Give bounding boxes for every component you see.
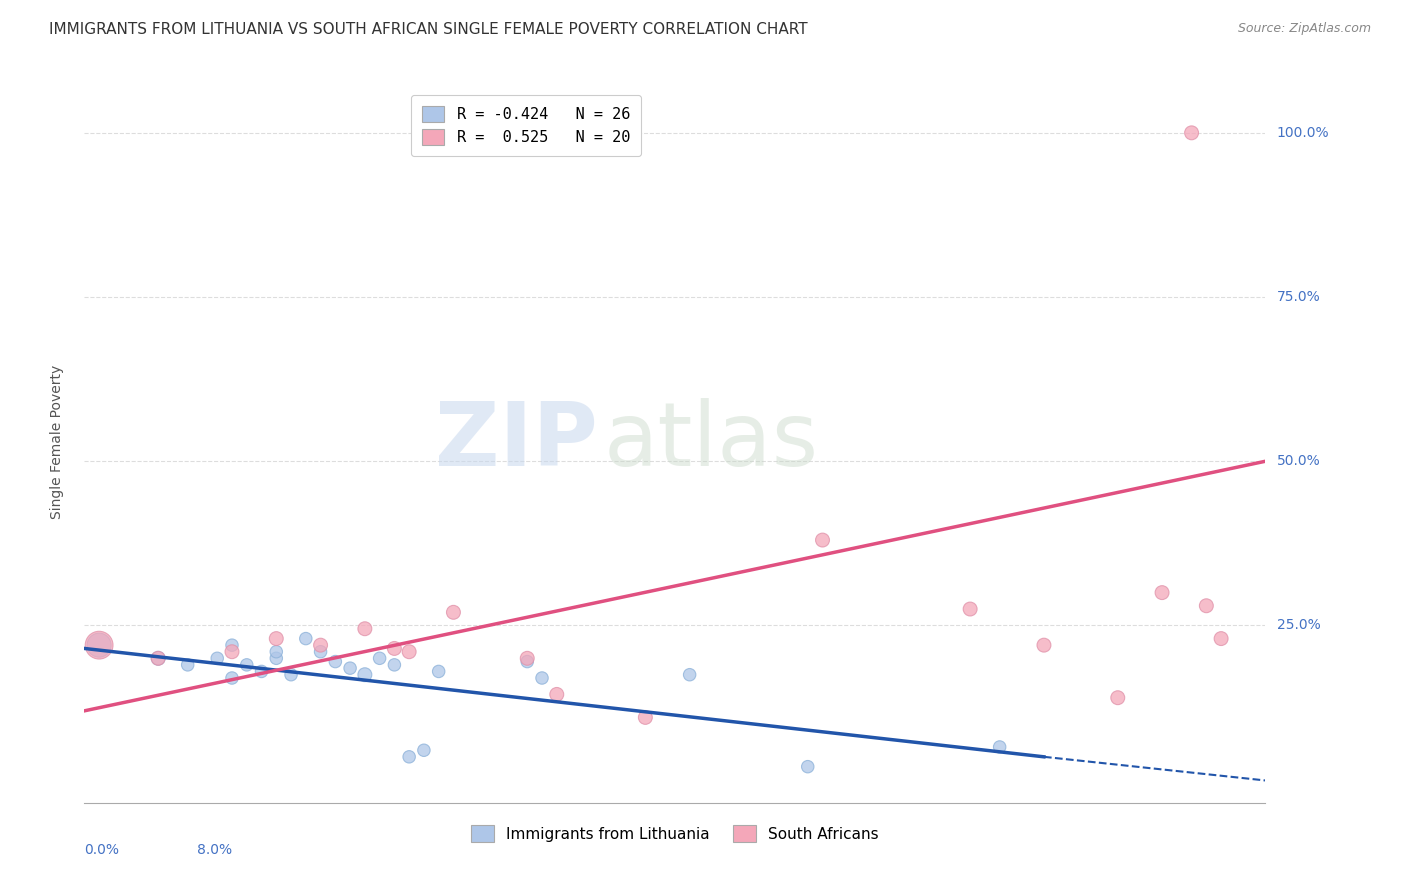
Point <box>1211 632 1233 646</box>
Point <box>988 739 1011 754</box>
Y-axis label: Single Female Poverty: Single Female Poverty <box>49 365 63 518</box>
Point <box>384 657 406 672</box>
Point <box>221 645 243 659</box>
Point <box>295 632 318 646</box>
Point <box>250 665 273 679</box>
Point <box>354 667 377 681</box>
Point <box>634 710 657 724</box>
Text: 100.0%: 100.0% <box>1277 126 1329 140</box>
Text: 0.0%: 0.0% <box>84 843 120 856</box>
Point <box>398 749 420 764</box>
Point <box>148 651 170 665</box>
Point <box>207 651 229 665</box>
Point <box>87 638 111 652</box>
Point <box>443 605 465 619</box>
Point <box>221 671 243 685</box>
Point <box>811 533 834 547</box>
Point <box>516 655 538 669</box>
Point <box>177 657 200 672</box>
Point <box>266 651 288 665</box>
Point <box>1195 599 1218 613</box>
Point <box>368 651 391 665</box>
Point <box>679 667 702 681</box>
Point <box>959 602 981 616</box>
Point <box>531 671 554 685</box>
Text: 8.0%: 8.0% <box>197 843 232 856</box>
Text: Source: ZipAtlas.com: Source: ZipAtlas.com <box>1237 22 1371 36</box>
Point <box>221 638 243 652</box>
Point <box>280 667 302 681</box>
Text: 25.0%: 25.0% <box>1277 618 1320 632</box>
Point <box>266 645 288 659</box>
Point <box>516 651 538 665</box>
Text: 75.0%: 75.0% <box>1277 290 1320 304</box>
Text: 50.0%: 50.0% <box>1277 454 1320 468</box>
Point <box>546 687 568 701</box>
Point <box>309 645 332 659</box>
Point <box>398 645 420 659</box>
Point <box>236 657 259 672</box>
Text: atlas: atlas <box>605 398 820 485</box>
Point <box>87 638 111 652</box>
Point <box>1107 690 1129 705</box>
Point <box>427 665 450 679</box>
Point <box>354 622 377 636</box>
Point <box>309 638 332 652</box>
Point <box>1150 585 1173 599</box>
Point <box>1181 126 1204 140</box>
Point <box>413 743 436 757</box>
Text: ZIP: ZIP <box>436 398 598 485</box>
Point <box>339 661 361 675</box>
Point <box>323 655 347 669</box>
Legend: Immigrants from Lithuania, South Africans: Immigrants from Lithuania, South African… <box>464 817 886 849</box>
Point <box>384 641 406 656</box>
Point <box>148 651 170 665</box>
Point <box>1033 638 1056 652</box>
Text: IMMIGRANTS FROM LITHUANIA VS SOUTH AFRICAN SINGLE FEMALE POVERTY CORRELATION CHA: IMMIGRANTS FROM LITHUANIA VS SOUTH AFRIC… <box>49 22 808 37</box>
Point <box>797 760 820 774</box>
Point <box>266 632 288 646</box>
